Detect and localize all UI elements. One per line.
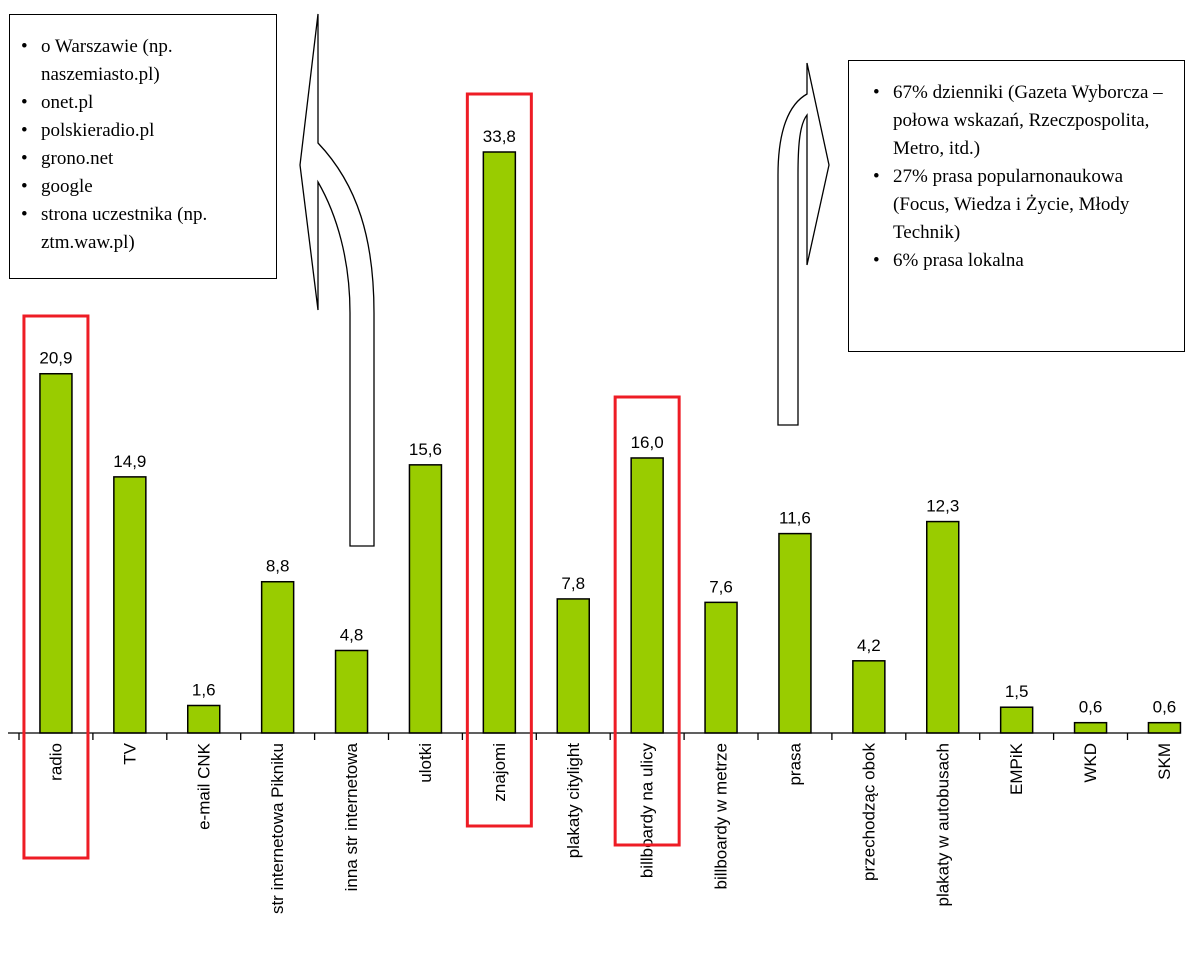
data-label-radio: 20,9 xyxy=(39,349,72,368)
bar-wkd xyxy=(1073,721,1108,734)
data-label-tv: 14,9 xyxy=(113,452,146,471)
list-item: 6% prasa lokalna xyxy=(873,247,1178,275)
data-label-str-internetowa-pikniku: 8,8 xyxy=(266,557,290,576)
bar-radio xyxy=(39,372,73,734)
list-item: google xyxy=(21,173,268,201)
data-label-przechodzac-obok: 4,2 xyxy=(857,636,881,655)
x-tick-label-inna-str-internetowa: inna str internetowa xyxy=(342,742,361,891)
data-label-znajomi: 33,8 xyxy=(483,127,516,146)
bar-skm xyxy=(1147,721,1182,734)
x-tick-label-skm: SKM xyxy=(1155,743,1174,780)
bar-str-internetowa-pikniku xyxy=(260,580,295,734)
x-tick-label-billboardy-w-metrze: billboardy w metrze xyxy=(712,743,731,889)
list-item: strona uczestnika (np. ztm.waw.pl) xyxy=(21,201,268,257)
internet-callout-arrow xyxy=(299,13,375,547)
data-label-plakaty-w-autobusach: 12,3 xyxy=(926,497,959,516)
data-label-billboardy-na-ulicy: 16,0 xyxy=(631,433,664,452)
press-breakdown-list: 67% dzienniki (Gazeta Wyborcza – połowa … xyxy=(869,79,1178,275)
x-tick-label-prasa: prasa xyxy=(785,742,804,785)
press-breakdown-note: 67% dzienniki (Gazeta Wyborcza – połowa … xyxy=(848,60,1185,352)
bar-plakaty-citylight xyxy=(556,598,590,734)
list-item: onet.pl xyxy=(21,89,268,117)
bar-prasa xyxy=(778,532,812,734)
bar-znajomi xyxy=(482,151,517,734)
x-tick-label-radio: radio xyxy=(46,743,65,781)
data-label-inna-str-internetowa: 4,8 xyxy=(340,625,364,644)
bar-empik xyxy=(999,706,1034,734)
x-tick-label-billboardy-na-ulicy: billboardy na ulicy xyxy=(638,743,657,879)
x-tick-label-str-internetowa-pikniku: str internetowa Pikniku xyxy=(268,743,287,914)
press-callout-arrow xyxy=(777,62,830,426)
bar-billboardy-w-metrze xyxy=(704,601,738,734)
bar-plakaty-w-autobusach xyxy=(926,520,960,734)
highlight-frame-billboardy-na-ulicy xyxy=(613,395,681,847)
bar-przechodzac-obok xyxy=(852,660,886,734)
bar-inna-str-internetowa xyxy=(334,649,369,734)
x-tick-label-wkd: WKD xyxy=(1081,743,1100,783)
x-tick-label-plakaty-citylight: plakaty citylight xyxy=(564,743,583,859)
list-item: grono.net xyxy=(21,145,268,173)
highlight-frame-radio xyxy=(22,314,90,860)
list-item: o Warszawie (np. naszemiasto.pl) xyxy=(21,33,268,89)
data-label-prasa: 11,6 xyxy=(779,509,811,528)
data-label-skm: 0,6 xyxy=(1153,698,1177,717)
highlight-frame-znajomi xyxy=(465,92,533,828)
data-label-billboardy-w-metrze: 7,6 xyxy=(709,577,733,596)
internet-sources-list: o Warszawie (np. naszemiasto.pl) onet.pl… xyxy=(17,33,268,257)
data-label-wkd: 0,6 xyxy=(1079,698,1103,717)
x-tick-label-ulotki: ulotki xyxy=(416,743,435,783)
bar-e-mail-cnk xyxy=(187,704,221,734)
data-label-e-mail-cnk: 1,6 xyxy=(192,680,216,699)
bar-tv xyxy=(113,476,147,734)
data-label-plakaty-citylight: 7,8 xyxy=(561,574,585,593)
data-label-empik: 1,5 xyxy=(1005,682,1029,701)
x-tick-label-empik: EMPiK xyxy=(1007,742,1026,795)
list-item: 27% prasa popularnonaukowa (Focus, Wiedz… xyxy=(873,163,1178,247)
list-item: polskieradio.pl xyxy=(21,117,268,145)
list-item: 67% dzienniki (Gazeta Wyborcza – połowa … xyxy=(873,79,1178,163)
internet-sources-note: o Warszawie (np. naszemiasto.pl) onet.pl… xyxy=(9,14,277,279)
x-tick-label-znajomi: znajomi xyxy=(490,743,509,802)
bar-ulotki xyxy=(408,464,443,734)
bar-billboardy-na-ulicy xyxy=(630,457,664,734)
x-tick-label-przechodzac-obok: przechodząc obok xyxy=(859,743,878,881)
data-label-ulotki: 15,6 xyxy=(409,440,442,459)
x-tick-label-plakaty-w-autobusach: plakaty w autobusach xyxy=(933,743,952,907)
x-tick-label-tv: TV xyxy=(120,742,139,764)
x-tick-label-e-mail-cnk: e-mail CNK xyxy=(194,742,213,830)
